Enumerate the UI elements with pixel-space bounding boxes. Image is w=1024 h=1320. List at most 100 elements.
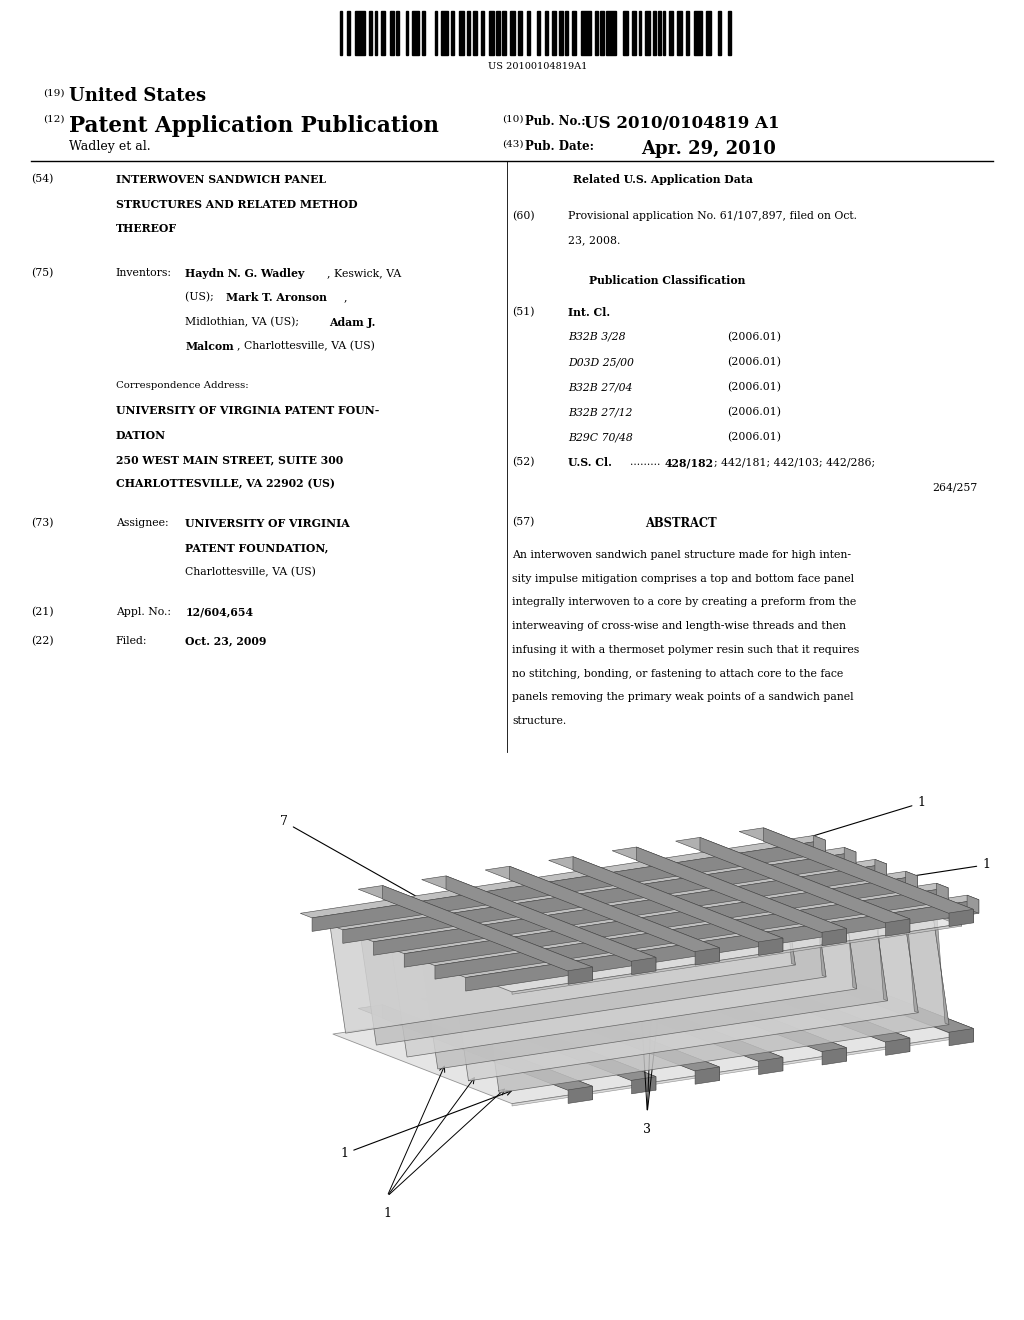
Text: Midlothian, VA (US);: Midlothian, VA (US); <box>185 317 303 327</box>
Bar <box>406 11 409 55</box>
Text: integrally interwoven to a core by creating a preform from the: integrally interwoven to a core by creat… <box>512 598 856 607</box>
Bar <box>468 11 470 55</box>
Bar <box>565 11 567 55</box>
Bar <box>639 11 641 55</box>
Bar <box>369 11 372 55</box>
Bar <box>340 11 342 55</box>
Text: Oct. 23, 2009: Oct. 23, 2009 <box>185 635 266 647</box>
Text: (US);: (US); <box>185 292 217 302</box>
Bar <box>347 11 350 55</box>
Bar <box>606 11 615 55</box>
Bar <box>459 11 464 55</box>
Text: UNIVERSITY OF VIRGINIA: UNIVERSITY OF VIRGINIA <box>185 517 350 529</box>
Bar <box>645 11 649 55</box>
Text: THEREOF: THEREOF <box>116 223 177 234</box>
Text: ; 442/181; 442/103; 442/286;: ; 442/181; 442/103; 442/286; <box>714 458 874 467</box>
Text: CHARLOTTESVILLE, VA 22902 (US): CHARLOTTESVILLE, VA 22902 (US) <box>116 478 335 490</box>
Text: An interwoven sandwich panel structure made for high inten-: An interwoven sandwich panel structure m… <box>512 550 851 560</box>
Text: panels removing the primary weak points of a sandwich panel: panels removing the primary weak points … <box>512 693 854 702</box>
Bar <box>581 11 591 55</box>
Text: UNIVERSITY OF VIRGINIA PATENT FOUN-: UNIVERSITY OF VIRGINIA PATENT FOUN- <box>116 405 379 416</box>
Text: (54): (54) <box>31 174 53 185</box>
Text: (75): (75) <box>31 268 53 279</box>
Bar <box>632 11 636 55</box>
Text: Apr. 29, 2010: Apr. 29, 2010 <box>641 140 776 158</box>
Bar <box>624 11 628 55</box>
Text: Filed:: Filed: <box>116 635 147 645</box>
Text: ,: , <box>344 292 347 302</box>
Text: Pub. Date:: Pub. Date: <box>525 140 594 153</box>
Text: (52): (52) <box>512 458 535 467</box>
Text: DATION: DATION <box>116 429 166 441</box>
Bar <box>489 11 494 55</box>
Bar <box>686 11 689 55</box>
Text: Pub. No.:: Pub. No.: <box>525 115 586 128</box>
Bar <box>435 11 437 55</box>
Text: Mark T. Aronson: Mark T. Aronson <box>226 292 328 304</box>
Text: (2006.01): (2006.01) <box>727 408 781 417</box>
Text: 250 WEST MAIN STREET, SUITE 300: 250 WEST MAIN STREET, SUITE 300 <box>116 454 343 465</box>
Text: Assignee:: Assignee: <box>116 517 168 528</box>
Text: 12/604,654: 12/604,654 <box>185 606 253 618</box>
Text: 264/257: 264/257 <box>933 483 978 492</box>
Text: (2006.01): (2006.01) <box>727 383 781 392</box>
Text: (43): (43) <box>502 140 523 149</box>
Bar <box>503 11 506 55</box>
Bar <box>473 11 477 55</box>
Bar <box>355 11 365 55</box>
Bar <box>719 11 721 55</box>
Text: INTERWOVEN SANDWICH PANEL: INTERWOVEN SANDWICH PANEL <box>116 174 326 185</box>
Text: (22): (22) <box>31 635 53 645</box>
Text: , Charlottesville, VA (US): , Charlottesville, VA (US) <box>237 341 375 351</box>
Text: Wadley et al.: Wadley et al. <box>69 140 151 153</box>
Bar <box>559 11 563 55</box>
Bar <box>694 11 701 55</box>
Text: infusing it with a thermoset polymer resin such that it requires: infusing it with a thermoset polymer res… <box>512 645 859 655</box>
Bar <box>678 11 682 55</box>
Text: (51): (51) <box>512 308 535 317</box>
Bar <box>707 11 712 55</box>
Bar <box>658 11 660 55</box>
Text: Haydn N. G. Wadley: Haydn N. G. Wadley <box>185 268 305 279</box>
Bar <box>538 11 540 55</box>
Text: (2006.01): (2006.01) <box>727 333 781 342</box>
Text: no stitching, bonding, or fastening to attach core to the face: no stitching, bonding, or fastening to a… <box>512 669 843 678</box>
Text: Malcom: Malcom <box>185 341 233 352</box>
Bar <box>552 11 556 55</box>
Bar <box>663 11 666 55</box>
Bar <box>572 11 577 55</box>
Text: PATENT FOUNDATION,: PATENT FOUNDATION, <box>185 543 329 553</box>
Bar <box>669 11 673 55</box>
Text: United States: United States <box>69 87 206 106</box>
Text: Patent Application Publication: Patent Application Publication <box>69 115 438 137</box>
Text: Int. Cl.: Int. Cl. <box>568 308 610 318</box>
Bar <box>497 11 500 55</box>
Bar <box>595 11 598 55</box>
Text: Charlottesville, VA (US): Charlottesville, VA (US) <box>185 566 316 577</box>
Text: (21): (21) <box>31 606 53 616</box>
Text: 23, 2008.: 23, 2008. <box>568 235 621 246</box>
Text: ABSTRACT: ABSTRACT <box>645 517 717 529</box>
Bar <box>510 11 514 55</box>
Bar <box>381 11 385 55</box>
Bar <box>412 11 419 55</box>
Text: 428/182: 428/182 <box>665 458 714 469</box>
Text: US 2010/0104819 A1: US 2010/0104819 A1 <box>584 115 779 132</box>
Text: (73): (73) <box>31 517 53 528</box>
Bar <box>390 11 394 55</box>
Text: B32B 3/28: B32B 3/28 <box>568 333 626 342</box>
Text: Adam J.: Adam J. <box>329 317 375 327</box>
Text: D03D 25/00: D03D 25/00 <box>568 358 634 367</box>
Text: interweaving of cross-wise and length-wise threads and then: interweaving of cross-wise and length-wi… <box>512 622 846 631</box>
Text: U.S. Cl.: U.S. Cl. <box>568 458 612 469</box>
Bar <box>545 11 548 55</box>
Text: (60): (60) <box>512 211 535 222</box>
Text: (57): (57) <box>512 517 535 527</box>
Text: Related U.S. Application Data: Related U.S. Application Data <box>573 174 754 185</box>
Text: STRUCTURES AND RELATED METHOD: STRUCTURES AND RELATED METHOD <box>116 198 357 210</box>
Text: , Keswick, VA: , Keswick, VA <box>327 268 401 279</box>
Text: B32B 27/04: B32B 27/04 <box>568 383 633 392</box>
Text: sity impulse mitigation comprises a top and bottom face panel: sity impulse mitigation comprises a top … <box>512 574 854 583</box>
Text: (2006.01): (2006.01) <box>727 433 781 442</box>
Text: B29C 70/48: B29C 70/48 <box>568 433 633 442</box>
